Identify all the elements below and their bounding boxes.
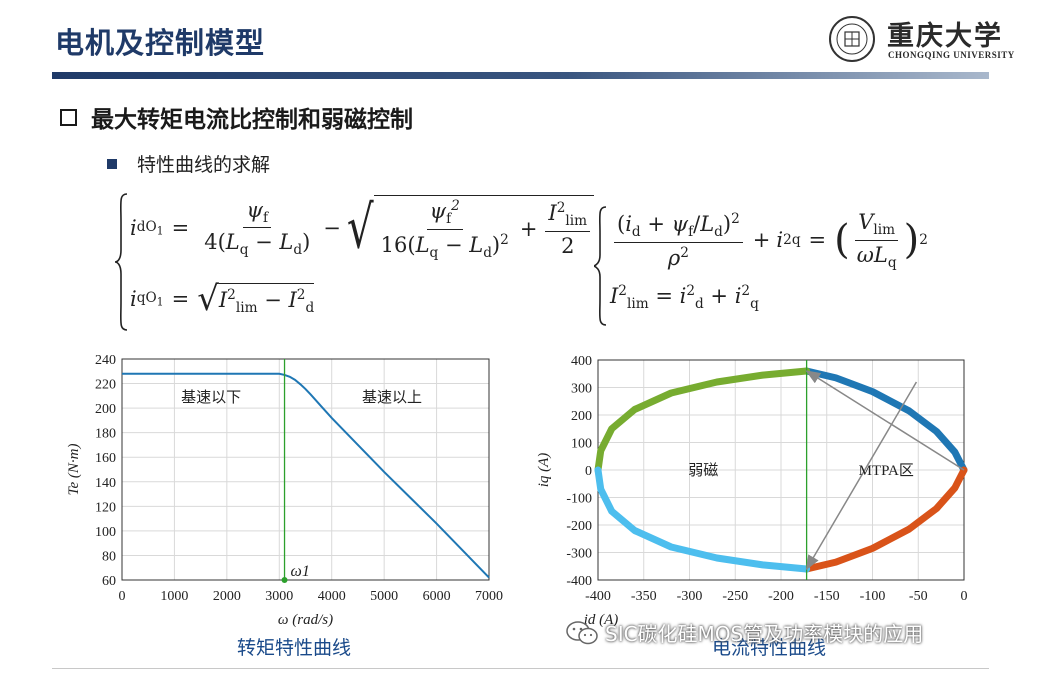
y-tick-label: 80 (102, 549, 116, 564)
x-axis-label: id (A) (584, 612, 619, 628)
current-characteristic-chart: -400 -350 -300 -250 -200 -150 -100 -50 0 -400 -300… (536, 354, 968, 628)
wechat-icon (566, 620, 598, 644)
sub-bullet-text: 特性曲线的求解 (137, 154, 271, 176)
y-tick-label: 120 (95, 500, 116, 515)
region-annotation: MTPA区 (859, 463, 914, 479)
mtpa-upper-series (803, 367, 968, 474)
y-axis-label: iq (A) (536, 453, 552, 488)
x-tick-label: -100 (860, 589, 886, 604)
x-tick-label: 7000 (475, 589, 503, 604)
y-tick-label: 140 (95, 476, 116, 491)
page-title: 电机及控制模型 (55, 26, 266, 60)
y-tick-label: 180 (95, 427, 116, 442)
wechat-watermark: SIC碳化硅MOS管及功率模块的应用 (565, 618, 923, 647)
x-tick-label: -400 (585, 589, 611, 604)
y-axis-label: Te (N·m) (66, 444, 82, 496)
y-tick-label: 100 (95, 525, 116, 540)
x-tick-label: 2000 (213, 589, 241, 604)
y-tick-label: -100 (566, 492, 592, 507)
y-tick-label: 220 (95, 378, 116, 393)
y-tick-label: -400 (566, 574, 592, 589)
footer-divider (52, 668, 989, 669)
torque-characteristic-chart: 0 1000 2000 3000 4000 5000 6000 7000 60 80 100 120 1… (66, 353, 503, 628)
university-name: 重庆大学 (887, 21, 1003, 52)
y-tick-label: -200 (566, 519, 592, 534)
y-tick-label: 300 (571, 382, 592, 397)
x-tick-label: -150 (814, 589, 840, 604)
region-annotation: 基速以上 (362, 389, 422, 406)
y-tick-label: 240 (95, 353, 116, 368)
sub-bullet: 特性曲线的求解 (107, 150, 270, 177)
x-tick-label: -250 (722, 589, 748, 604)
torque-series-line (122, 372, 490, 579)
y-tick-label: 160 (95, 451, 116, 466)
mtpa-lower-series (803, 466, 968, 573)
y-tick-label: 60 (102, 574, 116, 589)
header-divider (52, 72, 989, 79)
x-tick-label: 0 (119, 589, 126, 604)
current-chart-caption: 电流特性曲线 (712, 637, 827, 659)
x-tick-label: 1000 (160, 589, 188, 604)
fw-lower-series (594, 466, 811, 573)
x-axis-label: ω (rad/s) (278, 612, 333, 628)
equation-idO1: i dO1 = ψf 4(Lq − Ld) − √ ψf2 16(Lq − Ld)2 … (130, 195, 595, 261)
x-tick-label: -350 (631, 589, 657, 604)
torque-chart-caption: 转矩特性曲线 (237, 637, 352, 659)
y-tick-label: 200 (95, 402, 116, 417)
trajectory-arrow (805, 381, 918, 571)
x-tick-label: 4000 (318, 589, 346, 604)
university-name-en: CHONGQING UNIVERSITY (888, 50, 1015, 60)
university-seal (829, 16, 875, 62)
x-tick-label: 3000 (265, 589, 293, 604)
omega1-marker (281, 577, 288, 583)
x-tick-label: 0 (961, 589, 968, 604)
y-tick-label: 100 (571, 437, 592, 452)
plot-frame (121, 358, 490, 581)
y-tick-label: 400 (571, 354, 592, 369)
x-tick-label: -50 (909, 589, 928, 604)
omega1-label: ω1 (291, 563, 310, 580)
x-tick-label: 6000 (423, 589, 451, 604)
left-brace (115, 193, 128, 331)
equation-iqO1: i qO1 = √ I2lim − I2d (130, 279, 315, 319)
y-tick-label: 0 (585, 464, 592, 479)
section-title: 最大转矩电流比控制和弱磁控制 (60, 100, 413, 134)
checkbox-bullet-icon (60, 108, 77, 126)
region-annotation: 弱磁 (688, 462, 718, 479)
fw-upper-series (594, 367, 811, 474)
region-annotation: 基速以下 (181, 389, 241, 406)
y-tick-label: -300 (566, 547, 592, 562)
x-tick-label: -300 (677, 589, 703, 604)
section-title-text: 最大转矩电流比控制和弱磁控制 (91, 107, 413, 133)
trajectory-arrow (805, 370, 965, 471)
right-brace (594, 206, 607, 326)
equation-current-circle: I2lim = i2d + i2q (610, 283, 759, 312)
x-tick-label: -200 (768, 589, 794, 604)
y-tick-label: 200 (571, 409, 592, 424)
x-tick-label: 5000 (370, 589, 398, 604)
square-bullet-icon (107, 158, 117, 169)
university-logo (829, 16, 875, 62)
watermark-text: SIC碳化硅MOS管及功率模块的应用 (605, 622, 924, 646)
